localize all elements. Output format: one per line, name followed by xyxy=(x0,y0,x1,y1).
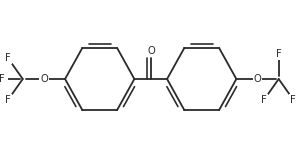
Text: F: F xyxy=(5,53,11,63)
Text: F: F xyxy=(5,95,11,105)
Text: O: O xyxy=(40,74,48,84)
Text: F: F xyxy=(261,95,267,105)
Text: F: F xyxy=(0,74,4,84)
Text: O: O xyxy=(254,74,261,84)
Text: O: O xyxy=(148,46,156,56)
Text: F: F xyxy=(290,95,296,105)
Text: F: F xyxy=(276,49,281,59)
